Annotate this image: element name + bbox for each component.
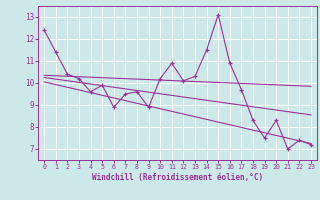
X-axis label: Windchill (Refroidissement éolien,°C): Windchill (Refroidissement éolien,°C): [92, 173, 263, 182]
